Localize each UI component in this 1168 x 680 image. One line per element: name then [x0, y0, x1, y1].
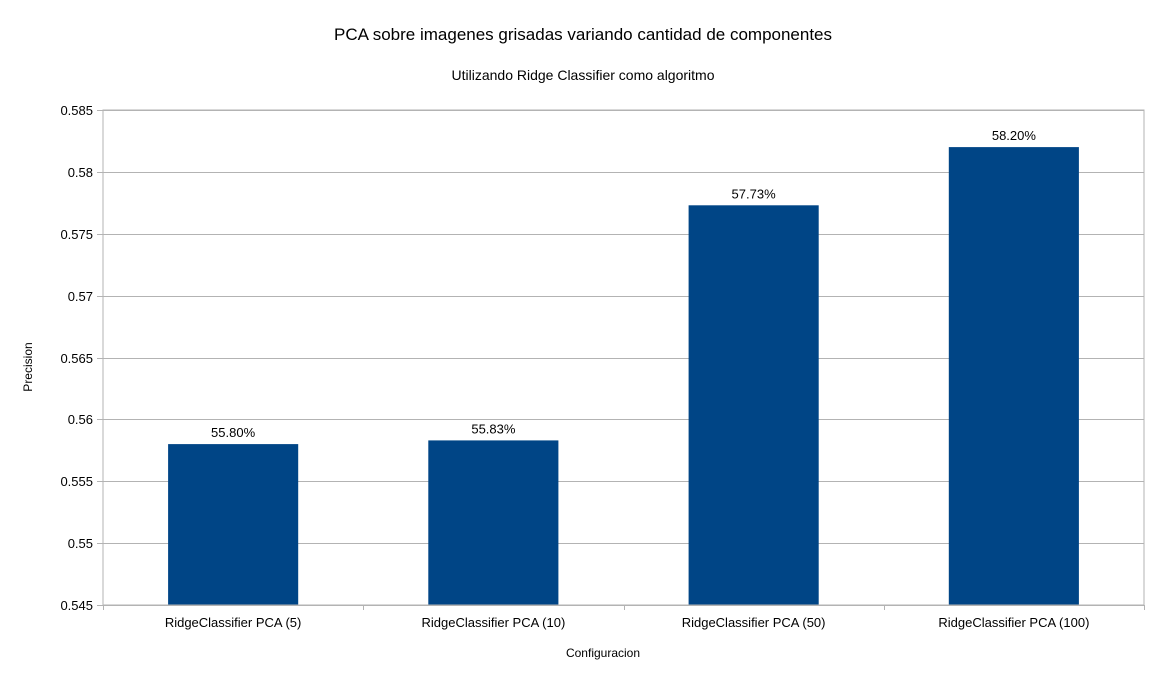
plot-area: [102, 109, 1145, 606]
data-label: 55.83%: [471, 421, 516, 436]
y-tick-label: 0.555: [60, 474, 93, 489]
y-axis-label: Precision: [21, 342, 35, 391]
data-label: 58.20%: [992, 128, 1037, 143]
chart-subtitle: Utilizando Ridge Classifier como algorit…: [452, 67, 715, 83]
y-tick-label: 0.565: [60, 351, 93, 366]
x-tick-label: RidgeClassifier PCA (5): [165, 615, 302, 630]
bar: [168, 444, 299, 605]
y-axis-ticks: 0.545 0.55 0.555 0.56 0.565 0.57 0.575 0.58 0.58…: [60, 103, 103, 613]
x-tick-label: RidgeClassifier PCA (100): [938, 615, 1089, 630]
y-tick-label: 0.585: [60, 103, 93, 118]
bar: [948, 147, 1079, 605]
y-tick-label: 0.58: [68, 165, 93, 180]
y-tick-label: 0.545: [60, 598, 93, 613]
bar: [688, 205, 819, 606]
x-tick-label: RidgeClassifier PCA (50): [682, 615, 826, 630]
data-label: 57.73%: [732, 186, 777, 201]
x-axis-ticks: RidgeClassifier PCA (5) RidgeClassifier P…: [103, 605, 1145, 630]
x-axis-label: Configuracion: [566, 646, 640, 660]
y-tick-label: 0.55: [68, 536, 93, 551]
y-tick-label: 0.56: [68, 412, 93, 427]
bar: [428, 440, 559, 605]
data-labels: 55.80% 55.83% 57.73% 58.20%: [211, 128, 1036, 440]
chart-title: PCA sobre imagenes grisadas variando can…: [334, 25, 832, 44]
y-tick-label: 0.57: [68, 289, 93, 304]
y-tick-label: 0.575: [60, 227, 93, 242]
bars: [168, 147, 1079, 606]
x-tick-label: RidgeClassifier PCA (10): [422, 615, 566, 630]
data-label: 55.80%: [211, 425, 256, 440]
